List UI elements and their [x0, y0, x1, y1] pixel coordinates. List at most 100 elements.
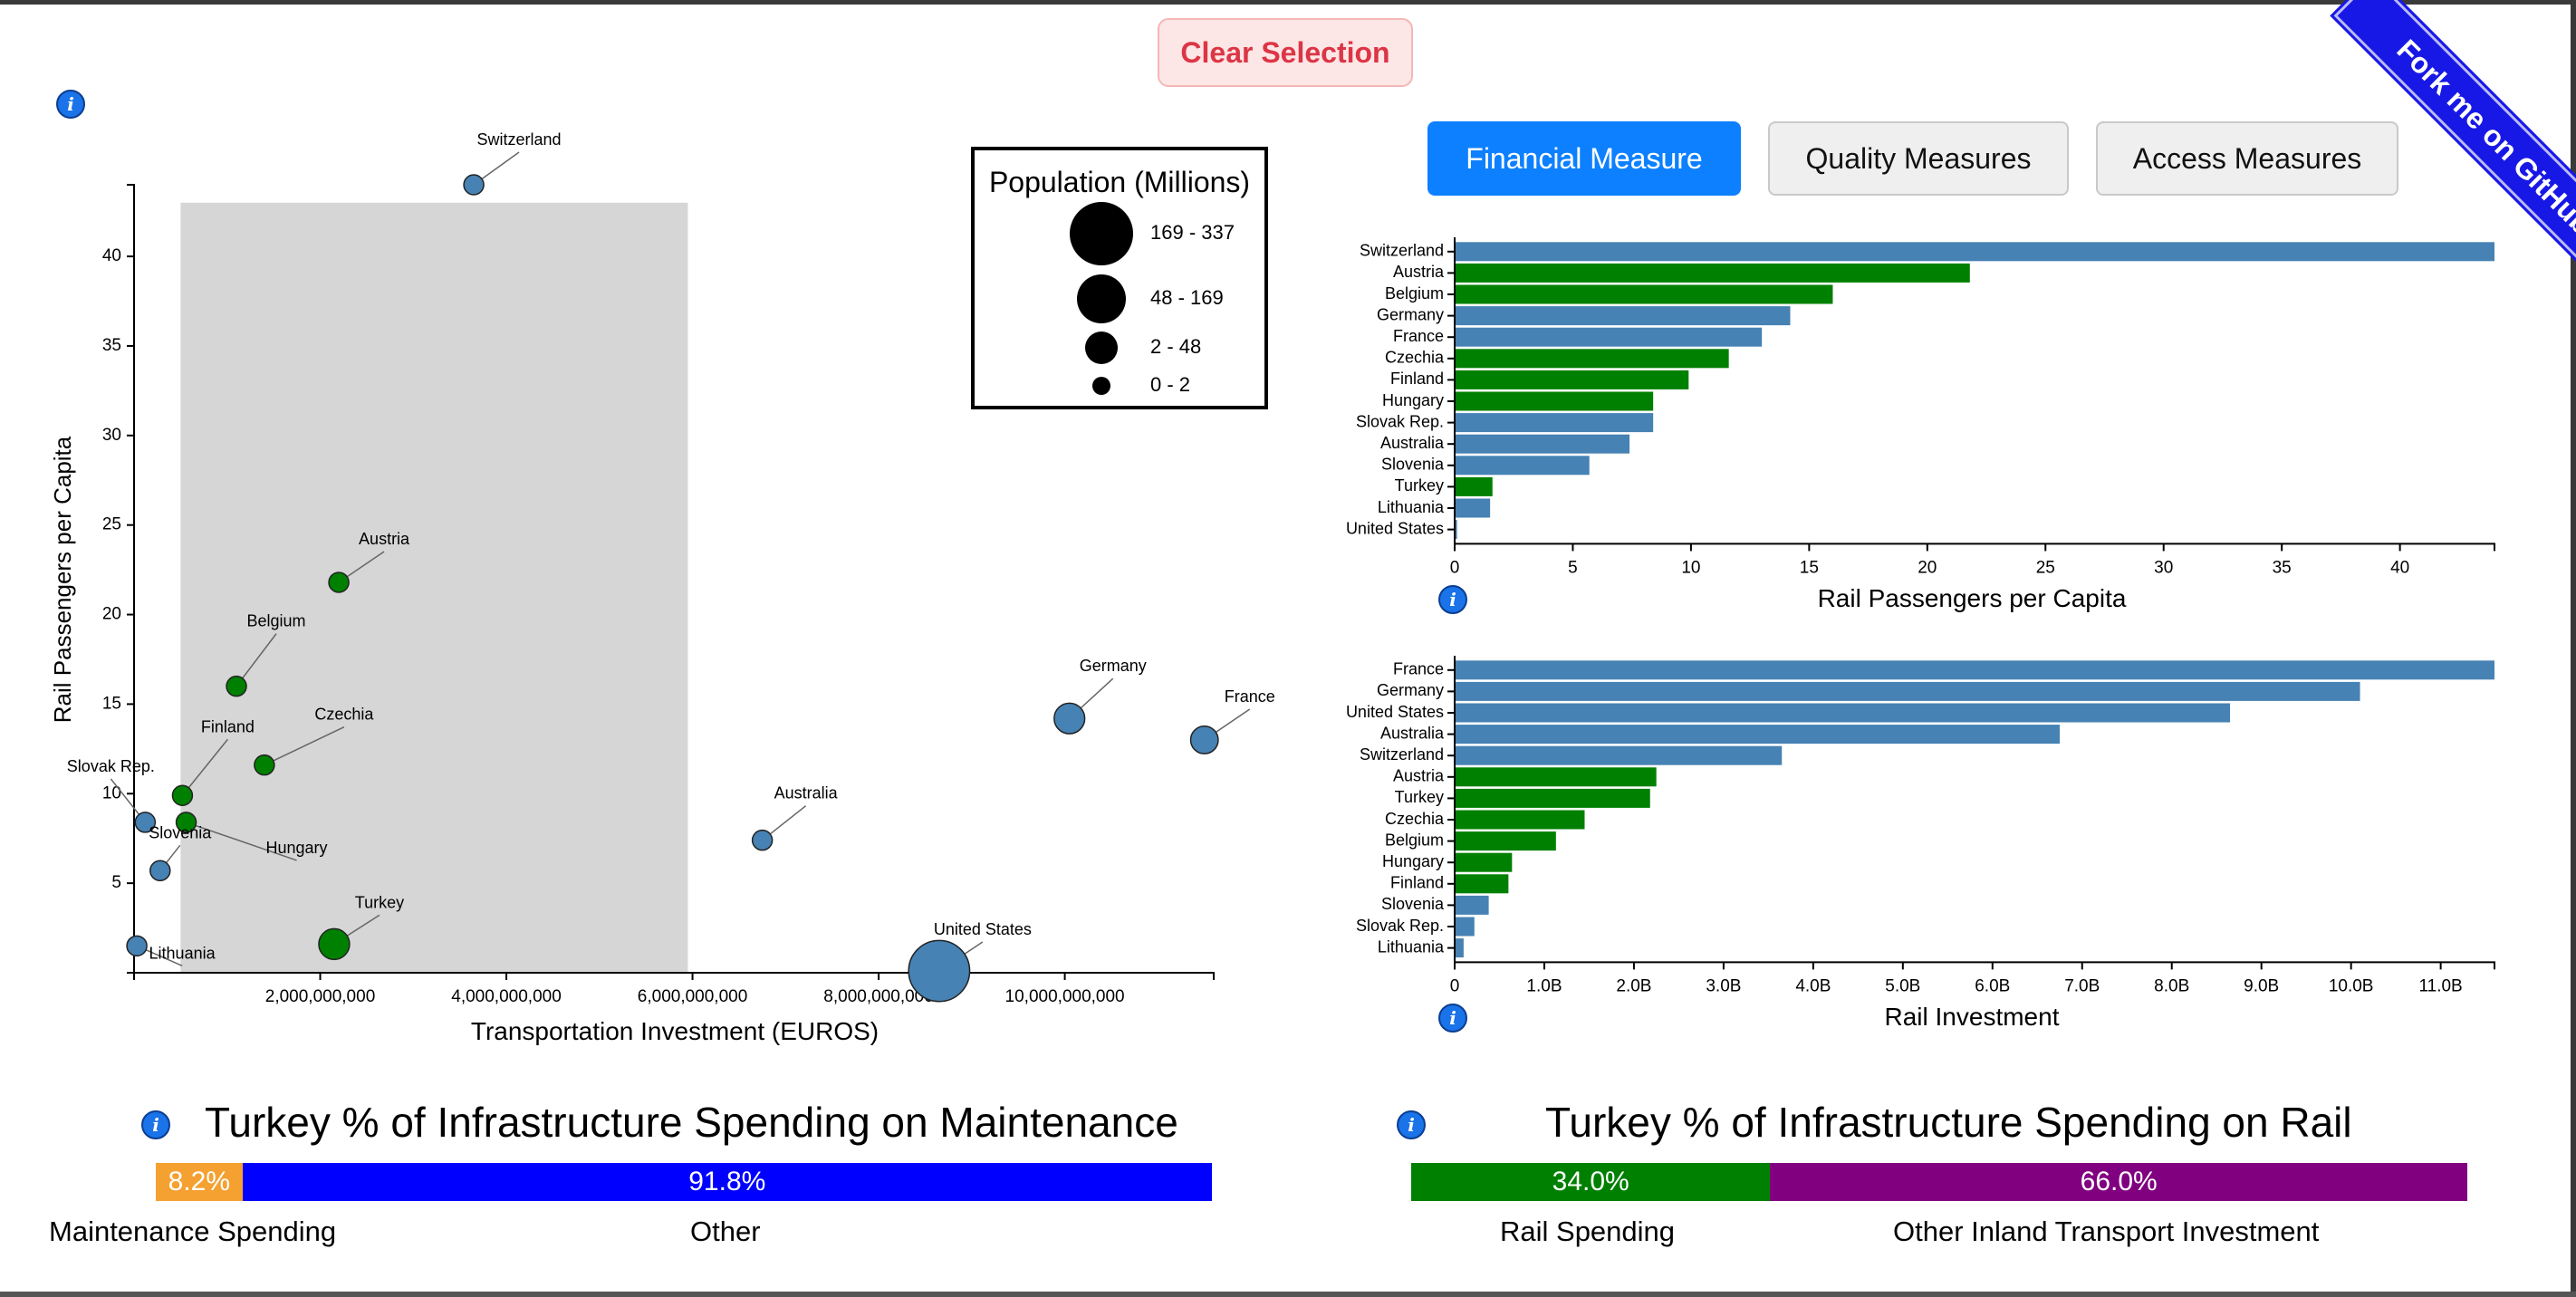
- point-lithuania[interactable]: [126, 935, 148, 957]
- maintenance-stacked-bar[interactable]: 8.2% 91.8%: [156, 1163, 1212, 1201]
- category-label: Slovak Rep.: [1356, 917, 1444, 935]
- tab-quality-measures[interactable]: Quality Measures: [1768, 121, 2069, 196]
- bar-x-tick-label: 9.0B: [2244, 976, 2279, 995]
- bar-x-tick-label: 25: [2036, 558, 2055, 577]
- maintenance-info-icon[interactable]: i: [141, 1110, 170, 1139]
- point-united-states[interactable]: [908, 939, 971, 1003]
- population-legend: Population (Millions) 169 - 337 48 - 169…: [971, 147, 1268, 409]
- investment-x-axis-label: Rail Investment: [1885, 1003, 2060, 1031]
- window-frame-top: [0, 0, 2576, 5]
- bar-czechia[interactable]: [1455, 349, 1729, 369]
- category-label: Czechia: [1385, 349, 1445, 367]
- category-label: Hungary: [1382, 391, 1444, 409]
- scatter-x-tick-label: 2,000,000,000: [265, 987, 376, 1006]
- tab-access-measures[interactable]: Access Measures: [2096, 121, 2398, 196]
- maintenance-segment[interactable]: 8.2%: [156, 1163, 243, 1201]
- scatter-x-tick-label: 10,000,000,000: [1005, 987, 1125, 1006]
- bar-x-tick-label: 40: [2390, 558, 2409, 577]
- category-label: Austria: [1393, 263, 1445, 281]
- bar-switzerland[interactable]: [1455, 242, 2494, 262]
- brush-selection[interactable]: [180, 202, 688, 974]
- point-leader-line: [235, 633, 277, 687]
- bar-czechia[interactable]: [1455, 810, 1585, 830]
- bar-slovak-rep[interactable]: [1455, 413, 1654, 433]
- clear-selection-button[interactable]: Clear Selection: [1158, 18, 1413, 87]
- bar-x-tick-label: 5: [1568, 558, 1578, 577]
- category-label: Turkey: [1395, 788, 1444, 806]
- point-switzerland[interactable]: [463, 174, 485, 196]
- point-label: Switzerland: [477, 130, 562, 149]
- point-austria[interactable]: [328, 572, 350, 593]
- bar-austria[interactable]: [1455, 263, 1970, 283]
- bar-turkey[interactable]: [1455, 476, 1493, 496]
- bar-x-tick-label: 11.0B: [2418, 976, 2462, 995]
- point-czechia[interactable]: [254, 754, 275, 776]
- point-belgium[interactable]: [226, 675, 247, 697]
- bar-hungary[interactable]: [1455, 391, 1654, 411]
- passengers-bar-chart[interactable]: Switzerland Austria Belgium Germany France Cz…: [1322, 226, 2527, 616]
- rail-share-info-icon[interactable]: i: [1397, 1110, 1426, 1139]
- window-frame-bottom: [0, 1292, 2576, 1297]
- bar-x-tick-label: 3.0B: [1706, 976, 1741, 995]
- maintenance-title: Turkey % of Infrastructure Spending on M…: [205, 1099, 1178, 1146]
- point-label: Lithuania: [149, 944, 216, 962]
- category-label: Lithuania: [1378, 937, 1445, 956]
- bar-belgium[interactable]: [1455, 831, 1556, 851]
- bar-finland[interactable]: [1455, 874, 1509, 894]
- bar-x-tick-label: 7.0B: [2064, 976, 2100, 995]
- bar-x-tick-label: 10: [1681, 558, 1700, 577]
- bar-germany[interactable]: [1455, 681, 2360, 701]
- point-slovenia[interactable]: [149, 860, 171, 882]
- bar-hungary[interactable]: [1455, 852, 1513, 872]
- bar-australia[interactable]: [1455, 434, 1630, 454]
- bar-x-tick-label: 8.0B: [2154, 976, 2189, 995]
- point-label: United States: [934, 920, 1032, 938]
- category-label: Australia: [1380, 434, 1445, 452]
- category-label: Belgium: [1385, 284, 1444, 303]
- bar-x-axis: [1454, 543, 2495, 552]
- other-segment[interactable]: 91.8%: [242, 1163, 1212, 1201]
- bar-turkey[interactable]: [1455, 788, 1650, 808]
- scatter-info-icon[interactable]: i: [56, 90, 85, 119]
- category-label: Turkey: [1395, 476, 1444, 495]
- other-inland-segment[interactable]: 66.0%: [1770, 1163, 2467, 1201]
- point-australia[interactable]: [751, 829, 774, 851]
- bar-germany[interactable]: [1455, 306, 1791, 326]
- rail-spending-segment[interactable]: 34.0%: [1411, 1163, 1771, 1201]
- passengers-info-icon[interactable]: i: [1438, 585, 1467, 614]
- bar-lithuania[interactable]: [1455, 498, 1491, 518]
- legend-entry-3: 2 - 48: [1150, 335, 1201, 358]
- bar-belgium[interactable]: [1455, 284, 1833, 304]
- bar-finland[interactable]: [1455, 370, 1689, 389]
- investment-info-icon[interactable]: i: [1438, 1004, 1467, 1033]
- point-finland[interactable]: [171, 784, 194, 806]
- point-turkey[interactable]: [318, 927, 351, 961]
- point-france[interactable]: [1189, 725, 1219, 754]
- bar-switzerland[interactable]: [1455, 745, 1783, 765]
- bar-france[interactable]: [1455, 660, 2494, 680]
- bar-x-tick-label: 0: [1450, 976, 1460, 995]
- bar-australia[interactable]: [1455, 725, 2061, 745]
- scatter-x-axis: [133, 972, 1215, 980]
- point-hungary[interactable]: [175, 812, 197, 833]
- investment-bar-chart[interactable]: France Germany United States Australia Switz…: [1322, 645, 2527, 1034]
- category-label: France: [1393, 660, 1444, 678]
- point-label: Hungary: [266, 839, 328, 857]
- category-label: Slovenia: [1381, 895, 1445, 913]
- bar-austria[interactable]: [1455, 767, 1657, 787]
- bar-x-tick-label: 2.0B: [1616, 976, 1651, 995]
- tab-financial-measure[interactable]: Financial Measure: [1427, 121, 1741, 196]
- bar-slovenia[interactable]: [1455, 895, 1489, 915]
- scatter-x-tick-label: 6,000,000,000: [638, 987, 748, 1006]
- point-slovak-rep[interactable]: [134, 812, 157, 833]
- bar-united-states[interactable]: [1455, 703, 2231, 723]
- bar-united-states[interactable]: [1455, 520, 1457, 540]
- bar-x-tick-label: 6.0B: [1975, 976, 2010, 995]
- bar-slovenia[interactable]: [1455, 456, 1590, 476]
- bar-france[interactable]: [1455, 327, 1763, 347]
- point-germany[interactable]: [1053, 702, 1086, 735]
- scatter-chart[interactable]: 2,000,000,000 4,000,000,000 6,000,000,000 8…: [0, 118, 1341, 1060]
- bar-slovak-rep[interactable]: [1455, 917, 1475, 937]
- bar-lithuania[interactable]: [1455, 938, 1464, 958]
- rail-share-stacked-bar[interactable]: 34.0% 66.0%: [1411, 1163, 2467, 1201]
